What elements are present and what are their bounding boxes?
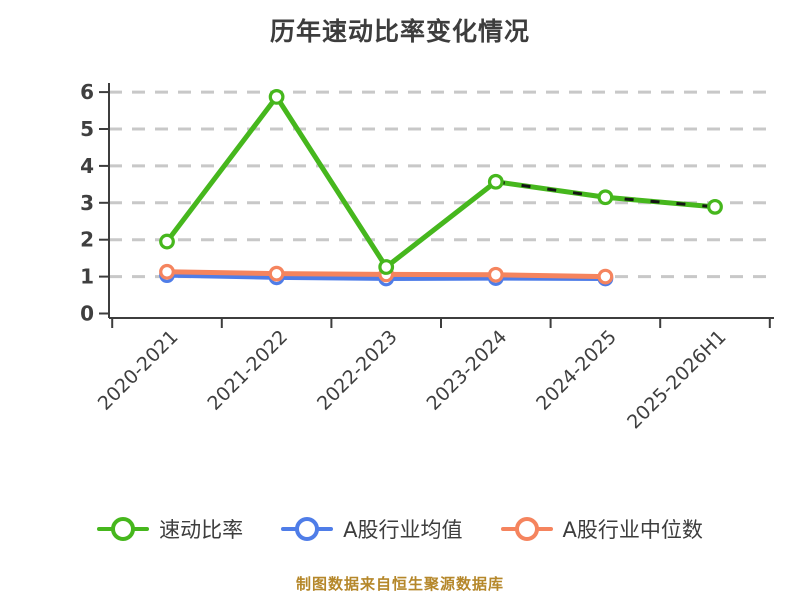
data-point [597,268,614,285]
legend-label-industry-median: A股行业中位数 [562,518,703,542]
data-point [378,259,395,275]
y-tick-label: 1 [80,265,94,289]
y-tick-label: 2 [80,228,94,252]
data-point [707,198,723,215]
data-point [268,88,285,105]
legend-label-industry-mean: A股行业均值 [343,518,463,542]
x-tick-label: 2020-2021 [94,326,183,415]
data-point [159,263,175,280]
data-point [487,173,504,190]
y-tick-label: 5 [80,117,94,141]
y-tick-label: 3 [80,191,94,215]
plot-area: 0 1 2 3 4 5 6 2020-2021 2021-2022 2022-2023 2023-2… [80,80,774,433]
line-circle-marker-icon [281,516,334,542]
data-point [268,265,285,282]
chart-title: 历年速动比率变化情况 [269,17,530,46]
y-tick-label: 0 [80,302,94,326]
y-tick-label: 6 [80,80,94,104]
chart-legend: 速动比率 A股行业均值 A股行业中位数 [0,514,800,544]
x-tick-label: 2022-2023 [313,326,402,415]
legend-item-quick-ratio: 速动比率 [97,514,243,544]
data-point [159,233,175,250]
data-point [487,266,504,283]
data-point [597,189,614,206]
x-tick-label: 2025-2026H1 [623,326,730,433]
line-circle-marker-icon [500,516,553,542]
series-line [164,94,718,270]
y-tick-label: 4 [80,154,94,178]
x-tick-label: 2024-2025 [532,326,621,415]
line-circle-marker-icon [97,516,150,542]
data-source-note: 制图数据来自恒生聚源数据库 [295,575,504,593]
x-tick-label: 2021-2022 [203,326,292,415]
legend-item-industry-mean: A股行业均值 [281,514,463,544]
x-tick-label: 2023-2024 [423,326,512,415]
legend-label-quick-ratio: 速动比率 [159,518,244,542]
legend-item-industry-median: A股行业中位数 [500,514,703,544]
